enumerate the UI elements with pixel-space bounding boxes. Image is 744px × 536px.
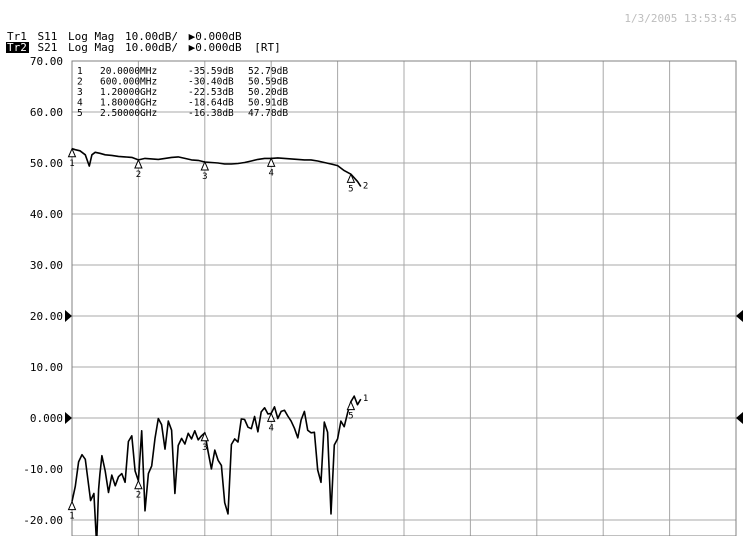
trace2-active-highlight (6, 42, 29, 53)
marker-3-tr1 (200, 431, 210, 442)
marker-2-tr2 (134, 158, 143, 169)
y-tick-label: 70.00 (30, 55, 63, 68)
marker-table-s21: 52.79dB (248, 66, 288, 77)
marker-3-tr2 (200, 160, 210, 171)
marker-5-tr1 (346, 400, 356, 411)
marker-table-s21: 47.78dB (248, 108, 288, 119)
trace2-ref: ▶0.000dB (189, 41, 242, 54)
marker-table-num: 2 (77, 77, 83, 88)
y-tick-label: -20.00 (23, 514, 63, 527)
marker-5-tr2 (346, 173, 356, 183)
marker-table-s21: 50.91dB (248, 98, 288, 109)
reference-arrow-right (736, 412, 743, 424)
y-axis-tick-labels: 70.00 60.00 50.00 40.00 30.00 20.00 10.00 0.000… (23, 55, 63, 527)
reference-level-arrows (65, 310, 743, 424)
trace1-format: Log Mag (68, 30, 114, 43)
marker-table-s21: 50.59dB (248, 77, 288, 88)
marker-label: 1 (69, 159, 74, 169)
marker-table-s11: -18.64dB (188, 98, 234, 109)
y-tick-label: 20.00 (30, 310, 63, 323)
marker-table-num: 5 (77, 108, 83, 119)
marker-table-s11: -16.38dB (188, 108, 234, 119)
y-tick-label: 0.000 (30, 412, 63, 425)
trace1-scale: 10.00dB/ (125, 30, 178, 43)
trace2-id: Tr2 (7, 41, 27, 54)
marker-label: 2 (136, 491, 141, 501)
plot-grid (71, 60, 737, 536)
timestamp: 1/3/2005 13:53:45 (624, 12, 737, 25)
marker-table-freq: 1.20000GHz (100, 87, 157, 98)
marker-table-num: 3 (77, 87, 83, 98)
y-tick-label: 60.00 (30, 106, 63, 119)
marker-table-num: 1 (77, 66, 83, 77)
trace-header: Tr1 S11 Log Mag 10.00dB/ ▶0.000dB Tr2 S2… (6, 30, 281, 54)
marker-table-s11: -35.59dB (188, 66, 234, 77)
marker-label: 1 (69, 512, 74, 522)
marker-label: 3 (202, 443, 207, 453)
trace2-extra: [RT] (254, 41, 281, 54)
trace1-ref: ▶0.000dB (189, 30, 242, 43)
marker-1-tr1 (67, 500, 77, 511)
marker-label: 5 (348, 184, 353, 194)
marker-label: 2 (136, 170, 141, 180)
reference-arrow-left (65, 412, 72, 424)
reference-arrow-right (736, 310, 743, 322)
trace-line-tr2 (71, 147, 362, 187)
marker-table-s11: -30.40dB (188, 77, 234, 88)
marker-4-tr1 (266, 412, 276, 422)
marker-label: 3 (202, 172, 207, 182)
marker-table-freq: 1.80000GHz (100, 98, 157, 109)
marker-table-s11: -22.53dB (188, 87, 234, 98)
y-tick-label: 50.00 (30, 157, 63, 170)
marker-table-num: 4 (77, 98, 83, 109)
marker-table-s21: 50.20dB (248, 87, 288, 98)
trace1-header[interactable]: Tr1 S11 Log Mag 10.00dB/ ▶0.000dB (7, 30, 242, 43)
trace2-format: Log Mag (68, 41, 114, 54)
trace1-param: S11 (38, 30, 58, 43)
marker-table: 1 20.0000MHz -35.59dB 52.79dB 2 600.000MHz -30… (77, 66, 288, 119)
trace2-header[interactable]: Tr2 S21 Log Mag 10.00dB/ ▶0.000dB [RT] (7, 41, 281, 54)
trace-end-label: 2 (363, 181, 368, 191)
marker-label: 5 (348, 412, 353, 422)
y-tick-label: 10.00 (30, 361, 63, 374)
plot-frame (71, 60, 737, 536)
marker-4-tr2 (266, 157, 276, 167)
trace-end-label: 1 (363, 394, 368, 404)
y-tick-label: 40.00 (30, 208, 63, 221)
reference-arrow-left (65, 310, 72, 322)
y-tick-label: -10.00 (23, 463, 63, 476)
marker-table-freq: 20.0000MHz (100, 66, 157, 77)
traces (71, 147, 362, 536)
marker-table-freq: 600.000MHz (100, 77, 157, 88)
y-tick-label: 30.00 (30, 259, 63, 272)
marker-label: 4 (268, 168, 273, 178)
trace-line-tr1 (71, 395, 362, 536)
trace1-id: Tr1 (7, 30, 27, 43)
marker-2-tr1 (134, 479, 143, 490)
marker-table-freq: 2.50000GHz (100, 108, 157, 119)
trace2-param: S21 (38, 41, 58, 54)
trace2-scale: 10.00dB/ (125, 41, 178, 54)
marker-label: 4 (268, 423, 273, 433)
marker-1-tr2 (67, 147, 77, 158)
